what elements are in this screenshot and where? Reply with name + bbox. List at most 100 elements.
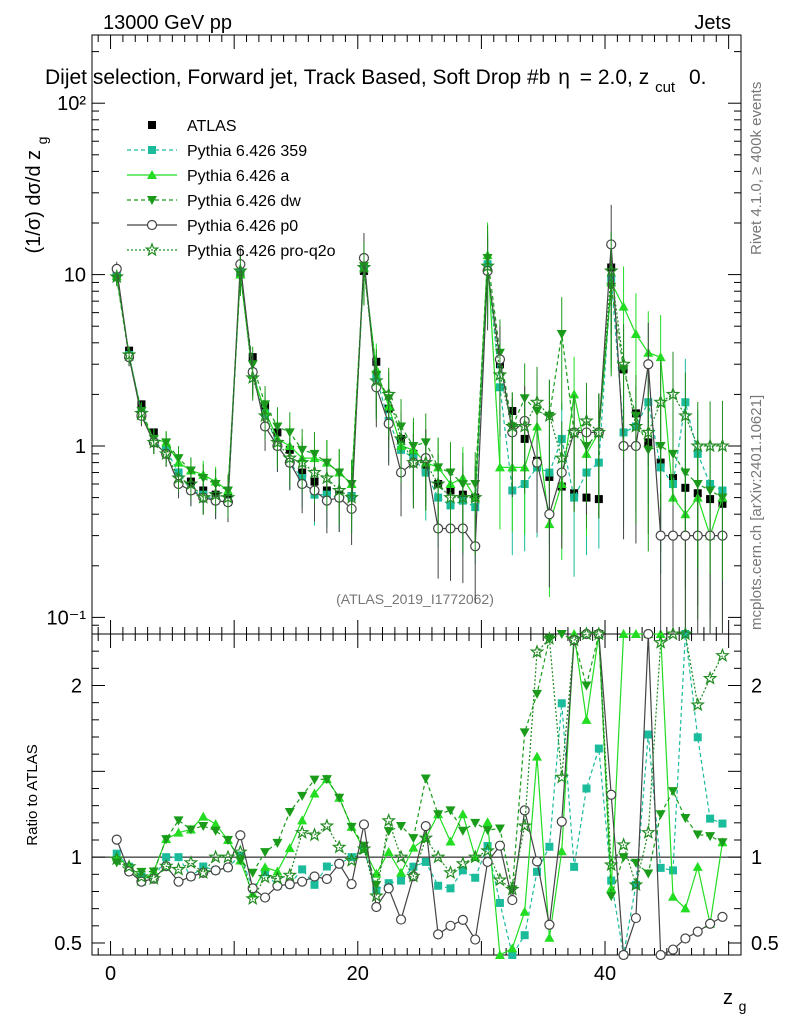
mc-point [185, 466, 196, 476]
mc-point [579, 413, 594, 428]
rivet-label: Rivet 4.1.0, ≥ 400k events [748, 82, 765, 255]
ratio-point [470, 934, 481, 945]
series-4 [111, 204, 728, 961]
ratio-point [655, 949, 666, 961]
mc-point [344, 489, 359, 504]
mc-point [284, 428, 295, 438]
ratio-point [331, 839, 347, 854]
ratio-point [581, 681, 592, 691]
ratio-point [260, 862, 271, 872]
svg-text:(1/σ) dσ/d z g: (1/σ) dσ/d z g [23, 137, 50, 254]
mc-point [504, 418, 520, 433]
ratio-point [582, 784, 591, 793]
mc-point [542, 408, 557, 423]
ratio-point [236, 851, 245, 860]
ratio-point [334, 858, 345, 869]
ratio-point [309, 775, 320, 785]
ratio-point [397, 876, 406, 885]
ratio-point [717, 911, 728, 922]
mc-point [195, 489, 211, 504]
ratio-point [531, 856, 543, 867]
ratio-point [529, 644, 545, 659]
x-axis-label-sub: g [739, 998, 747, 1014]
ratio-point [245, 891, 261, 905]
x-axis-label: z g [723, 987, 746, 1014]
ratio-point [346, 878, 357, 890]
svg-text:Ratio to ATLAS: Ratio to ATLAS [24, 744, 41, 845]
ratio-tick-label: 1 [751, 847, 762, 869]
legend-label: Pythia 6.426 pro-q2o [187, 243, 336, 260]
ratio-point [665, 626, 681, 641]
series-5 [109, 231, 730, 905]
mc-point [208, 487, 223, 501]
mc-point [603, 263, 619, 278]
y-tick-label: 1 [75, 436, 86, 458]
ratio-point [158, 858, 174, 873]
ratio-point [495, 898, 504, 907]
mc-point [455, 489, 471, 504]
ratio-point [383, 883, 394, 894]
ratio-point [310, 880, 319, 889]
legend-label: Pythia 6.426 dw [187, 193, 301, 210]
ratio-point [185, 825, 196, 835]
ratio-point [408, 834, 419, 844]
legend-label: Pythia 6.426 p0 [187, 218, 298, 235]
ratio-point [579, 626, 594, 641]
y-tick-label: 10² [57, 93, 86, 115]
ratio-point [146, 870, 162, 885]
ratio-point [270, 870, 285, 885]
mc-point [643, 359, 654, 370]
ratio-point [284, 879, 295, 890]
ratio-point [173, 827, 184, 837]
ratio-point [272, 838, 283, 848]
ratio-point [235, 830, 246, 841]
legend-marker [148, 121, 156, 129]
ratio-point [334, 793, 345, 803]
mc-point [270, 434, 285, 449]
ratio-point [471, 873, 480, 882]
ratio-point [284, 843, 295, 853]
x-axis-label-main: z [723, 987, 733, 1009]
ratio-point [418, 830, 434, 845]
ratio-point [457, 914, 468, 925]
ratio-point [446, 884, 455, 893]
ratio-panel-frame [91, 633, 742, 956]
ratio-point [371, 868, 382, 878]
ratio-point [544, 919, 555, 930]
ratio-point [133, 869, 149, 883]
ratio-point [257, 869, 273, 884]
ratio-point [667, 944, 679, 955]
ratio-point [222, 835, 233, 845]
ratio-point [692, 830, 703, 840]
ratio-point [507, 894, 518, 906]
mc-point [665, 386, 681, 401]
mc-point [618, 301, 629, 311]
ratio-point [715, 647, 730, 662]
ratio-point [556, 846, 567, 856]
series-0 [112, 263, 727, 508]
mc-point [690, 438, 706, 453]
ratio-point [445, 836, 456, 846]
mc-point [183, 476, 199, 491]
series-3 [111, 225, 728, 902]
y-axis-label-sub: g [34, 137, 50, 145]
ratio-point [655, 810, 666, 820]
ratio-point [185, 871, 196, 882]
ratio-point [556, 630, 567, 639]
legend: ATLAS Pythia 6.426 359 Pythia 6.426 a Pythi… [127, 118, 336, 260]
series-line [116, 255, 724, 538]
series-line [116, 244, 723, 549]
ratio-point [455, 856, 471, 870]
ratio-point [692, 861, 703, 871]
ratio-point [395, 914, 407, 925]
ratio-point [420, 774, 431, 784]
ratio-point [519, 906, 530, 916]
mc-point [517, 418, 533, 433]
ratio-point [121, 858, 137, 873]
ratio-point [653, 634, 669, 649]
ratio-point [520, 931, 529, 940]
ratio-point [643, 869, 654, 879]
mc-point [121, 347, 137, 362]
ratio-point [406, 868, 421, 883]
ratio-point [692, 926, 703, 937]
